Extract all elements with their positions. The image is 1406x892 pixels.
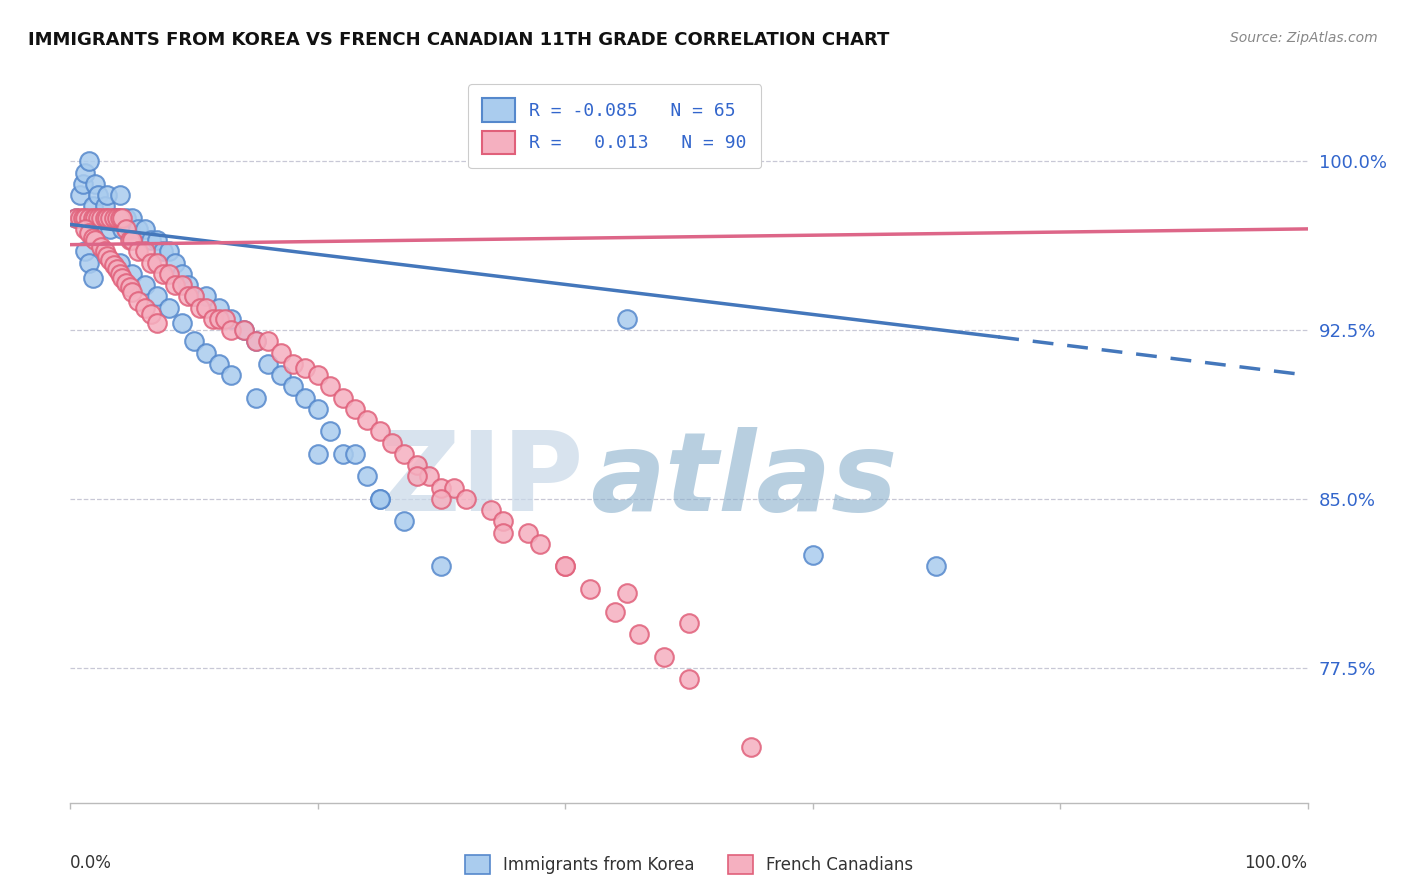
Point: [332, 447, 354, 461]
Point: [94, 211, 117, 225]
Point: [65, 211, 87, 225]
Point: [98, 222, 121, 236]
Point: [146, 289, 169, 303]
Point: [208, 301, 231, 315]
Point: [90, 211, 112, 225]
Point: [232, 323, 254, 337]
Point: [108, 255, 131, 269]
Point: [139, 307, 162, 321]
Point: [115, 222, 138, 236]
Point: [381, 435, 404, 450]
Point: [69, 188, 91, 202]
Point: [157, 267, 180, 281]
Point: [281, 357, 304, 371]
Point: [115, 276, 138, 290]
Text: 100.0%: 100.0%: [1244, 854, 1308, 872]
Point: [75, 222, 97, 236]
Point: [152, 244, 174, 259]
Point: [245, 391, 267, 405]
Point: [925, 559, 948, 574]
Point: [616, 312, 638, 326]
Point: [232, 323, 254, 337]
Point: [368, 491, 391, 506]
Point: [294, 361, 316, 376]
Point: [270, 368, 292, 383]
Point: [165, 255, 187, 269]
Point: [118, 222, 141, 236]
Point: [84, 211, 107, 225]
Point: [77, 154, 100, 169]
Point: [96, 188, 118, 202]
Point: [165, 278, 187, 293]
Point: [418, 469, 440, 483]
Point: [195, 289, 218, 303]
Point: [394, 515, 416, 529]
Point: [90, 240, 112, 254]
Point: [405, 469, 427, 483]
Point: [257, 334, 280, 349]
Point: [134, 278, 156, 293]
Point: [479, 503, 502, 517]
Point: [105, 211, 128, 225]
Point: [554, 559, 576, 574]
Point: [430, 481, 453, 495]
Point: [98, 253, 121, 268]
Point: [270, 345, 292, 359]
Point: [430, 491, 453, 506]
Point: [75, 211, 97, 225]
Point: [105, 262, 128, 277]
Point: [281, 379, 304, 393]
Point: [111, 271, 134, 285]
Point: [127, 222, 149, 236]
Point: [103, 211, 125, 225]
Point: [84, 233, 107, 247]
Point: [343, 401, 366, 416]
Point: [82, 271, 104, 285]
Point: [170, 267, 193, 281]
Point: [430, 559, 453, 574]
Point: [94, 199, 117, 213]
Point: [90, 211, 112, 225]
Point: [127, 244, 149, 259]
Point: [157, 244, 180, 259]
Text: ZIP: ZIP: [381, 427, 583, 534]
Point: [121, 285, 143, 299]
Point: [678, 615, 700, 630]
Point: [183, 289, 205, 303]
Point: [554, 559, 576, 574]
Text: atlas: atlas: [591, 427, 897, 534]
Point: [157, 301, 180, 315]
Point: [134, 244, 156, 259]
Point: [115, 211, 138, 225]
Point: [219, 312, 242, 326]
Point: [121, 267, 143, 281]
Point: [319, 425, 342, 439]
Point: [134, 301, 156, 315]
Point: [332, 391, 354, 405]
Point: [105, 211, 128, 225]
Point: [616, 586, 638, 600]
Point: [75, 244, 97, 259]
Point: [121, 211, 143, 225]
Point: [356, 469, 378, 483]
Point: [77, 211, 100, 225]
Point: [170, 317, 193, 331]
Point: [86, 188, 108, 202]
Point: [245, 334, 267, 349]
Point: [529, 537, 551, 551]
Point: [368, 491, 391, 506]
Legend: R = -0.085   N = 65, R =   0.013   N = 90: R = -0.085 N = 65, R = 0.013 N = 90: [468, 84, 762, 169]
Point: [177, 278, 200, 293]
Point: [108, 211, 131, 225]
Point: [356, 413, 378, 427]
Point: [146, 317, 169, 331]
Point: [294, 391, 316, 405]
Point: [188, 301, 211, 315]
Point: [245, 334, 267, 349]
Point: [492, 525, 515, 540]
Point: [517, 525, 540, 540]
Point: [307, 368, 329, 383]
Point: [72, 211, 94, 225]
Point: [628, 627, 651, 641]
